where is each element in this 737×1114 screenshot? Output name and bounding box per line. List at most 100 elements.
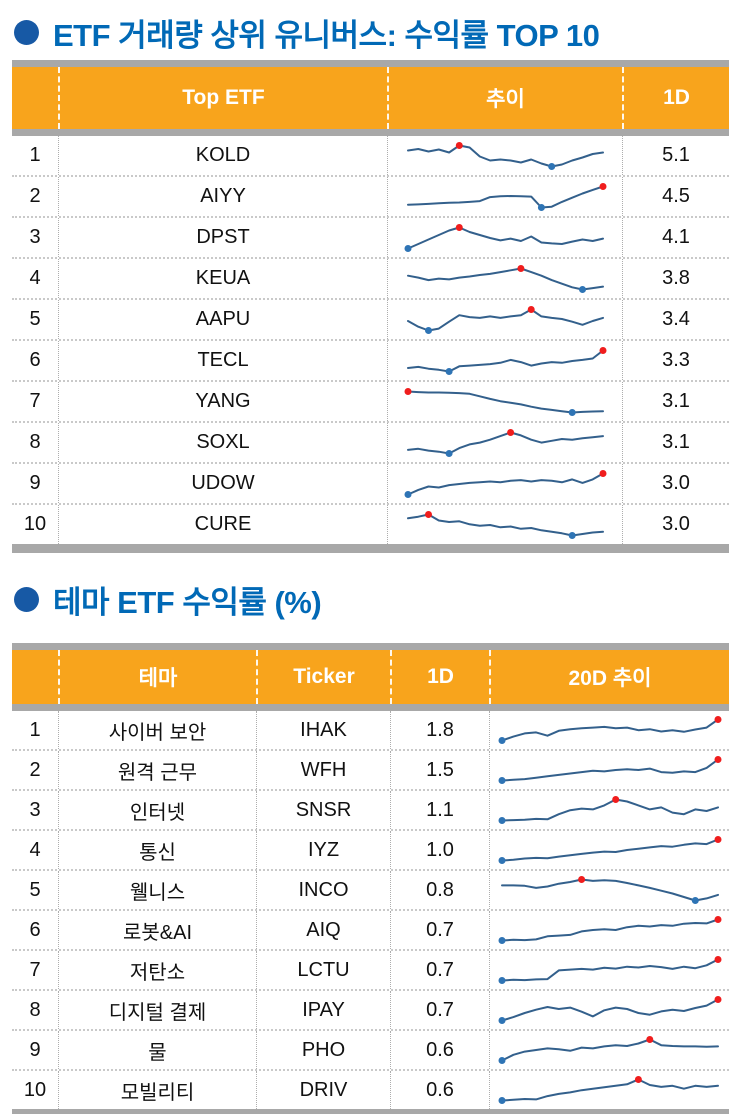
- return-1d-cell: 3.4: [622, 300, 729, 339]
- etf-name-cell: AIYY: [58, 177, 387, 216]
- trend-sparkline: [403, 223, 608, 253]
- theme-cell: 웰니스: [58, 871, 256, 909]
- trend-sparkline: [497, 915, 723, 945]
- theme-cell: 물: [58, 1031, 256, 1069]
- rank-cell: 7: [29, 958, 41, 981]
- trend-sparkline: [403, 264, 608, 294]
- rank-cell: 6: [29, 349, 41, 371]
- return-1d-cell: 0.6: [390, 1071, 489, 1109]
- table-row: 2 AIYY 4.5: [12, 175, 729, 216]
- return-1d-cell: 3.0: [622, 464, 729, 503]
- bullet-icon: [14, 19, 39, 45]
- table-row: 7 저탄소 LCTU 0.7: [12, 949, 729, 989]
- ticker-cell: SNSR: [256, 791, 390, 829]
- rank-cell: 5: [29, 308, 41, 330]
- trend-sparkline: [403, 428, 608, 458]
- etf-name-cell: KEUA: [58, 259, 387, 298]
- ticker-cell: IPAY: [256, 991, 390, 1029]
- table-row: 3 인터넷 SNSR 1.1: [12, 789, 729, 829]
- rank-cell: 4: [29, 267, 41, 289]
- return-1d-cell: 4.5: [622, 177, 729, 216]
- trend-sparkline: [497, 1035, 723, 1065]
- table-row: 10 모빌리티 DRIV 0.6: [12, 1069, 729, 1109]
- rank-cell: 8: [29, 998, 41, 1021]
- etf-name-cell: YANG: [58, 382, 387, 421]
- trend-sparkline: [403, 510, 608, 540]
- theme-cell: 로봇&AI: [58, 911, 256, 949]
- etf-name-cell: UDOW: [58, 464, 387, 503]
- theme-cell: 사이버 보안: [58, 711, 256, 749]
- section1-title: ETF 거래량 상위 유니버스: 수익률 TOP 10: [53, 17, 600, 53]
- table-row: 6 로봇&AI AIQ 0.7: [12, 909, 729, 949]
- return-1d-cell: 3.1: [622, 382, 729, 421]
- theme-cell: 모빌리티: [58, 1071, 256, 1109]
- section2-title: 테마 ETF 수익률 (%): [53, 584, 322, 620]
- trend-sparkline: [497, 955, 723, 985]
- table-row: 1 사이버 보안 IHAK 1.8: [12, 711, 729, 749]
- header-trend: 추이: [387, 67, 622, 129]
- table-top-bar: [12, 60, 729, 67]
- trend-sparkline: [403, 141, 608, 171]
- theme-cell: 디지털 결제: [58, 991, 256, 1029]
- rank-cell: 2: [29, 758, 41, 781]
- rank-cell: 10: [23, 513, 47, 535]
- return-1d-cell: 0.8: [390, 871, 489, 909]
- theme-etf-table: 테마 Ticker 1D 20D 추이 1 사이버 보안 IHAK 1.8 2 …: [12, 643, 729, 1114]
- return-1d-cell: 1.0: [390, 831, 489, 869]
- section2-title-row: 테마 ETF 수익률 (%): [14, 577, 727, 621]
- table-bottom-bar: [12, 544, 729, 553]
- rank-cell: 3: [29, 226, 41, 248]
- return-1d-cell: 0.7: [390, 991, 489, 1029]
- return-1d-cell: 5.1: [622, 136, 729, 175]
- return-1d-cell: 3.0: [622, 505, 729, 544]
- trend-sparkline: [403, 182, 608, 212]
- rank-cell: 2: [29, 185, 41, 207]
- ticker-cell: IHAK: [256, 711, 390, 749]
- header-top-etf: Top ETF: [58, 67, 387, 129]
- ticker-cell: LCTU: [256, 951, 390, 989]
- header-bottom-bar: [12, 129, 729, 136]
- table-row: 7 YANG 3.1: [12, 380, 729, 421]
- rank-cell: 5: [29, 878, 41, 901]
- theme-cell: 저탄소: [58, 951, 256, 989]
- header-theme: 테마: [58, 650, 256, 704]
- rank-cell: 1: [29, 718, 41, 741]
- table-row: 9 UDOW 3.0: [12, 462, 729, 503]
- etf-name-cell: AAPU: [58, 300, 387, 339]
- trend-sparkline: [497, 715, 723, 745]
- table-top-bar: [12, 643, 729, 650]
- header-bottom-bar: [12, 704, 729, 711]
- ticker-cell: AIQ: [256, 911, 390, 949]
- table-row: 3 DPST 4.1: [12, 216, 729, 257]
- table-row: 2 원격 근무 WFH 1.5: [12, 749, 729, 789]
- table-row: 8 디지털 결제 IPAY 0.7: [12, 989, 729, 1029]
- top-etf-table-body: 1 KOLD 5.1 2 AIYY 4.5 3 DPST 4.1 4 KEUA: [12, 136, 729, 544]
- header-rank: [12, 650, 58, 704]
- table-row: 4 통신 IYZ 1.0: [12, 829, 729, 869]
- theme-etf-table-body: 1 사이버 보안 IHAK 1.8 2 원격 근무 WFH 1.5 3 인터넷 …: [12, 711, 729, 1109]
- return-1d-cell: 1.8: [390, 711, 489, 749]
- top-etf-table-header: Top ETF 추이 1D: [12, 67, 729, 129]
- header-20d-trend: 20D 추이: [489, 650, 729, 704]
- table-row: 8 SOXL 3.1: [12, 421, 729, 462]
- return-1d-cell: 3.8: [622, 259, 729, 298]
- etf-name-cell: SOXL: [58, 423, 387, 462]
- table-bottom-bar: [12, 1109, 729, 1114]
- return-1d-cell: 3.1: [622, 423, 729, 462]
- trend-sparkline: [497, 995, 723, 1025]
- trend-sparkline: [403, 387, 608, 417]
- trend-sparkline: [403, 305, 608, 335]
- table-row: 4 KEUA 3.8: [12, 257, 729, 298]
- theme-cell: 인터넷: [58, 791, 256, 829]
- trend-sparkline: [497, 1075, 723, 1105]
- etf-name-cell: CURE: [58, 505, 387, 544]
- ticker-cell: WFH: [256, 751, 390, 789]
- header-1d: 1D: [390, 650, 489, 704]
- etf-name-cell: TECL: [58, 341, 387, 380]
- header-rank: [12, 67, 58, 129]
- top-etf-table: Top ETF 추이 1D 1 KOLD 5.1 2 AIYY 4.5 3 DP…: [12, 60, 729, 553]
- return-1d-cell: 0.6: [390, 1031, 489, 1069]
- etf-name-cell: DPST: [58, 218, 387, 257]
- header-1d: 1D: [622, 67, 729, 129]
